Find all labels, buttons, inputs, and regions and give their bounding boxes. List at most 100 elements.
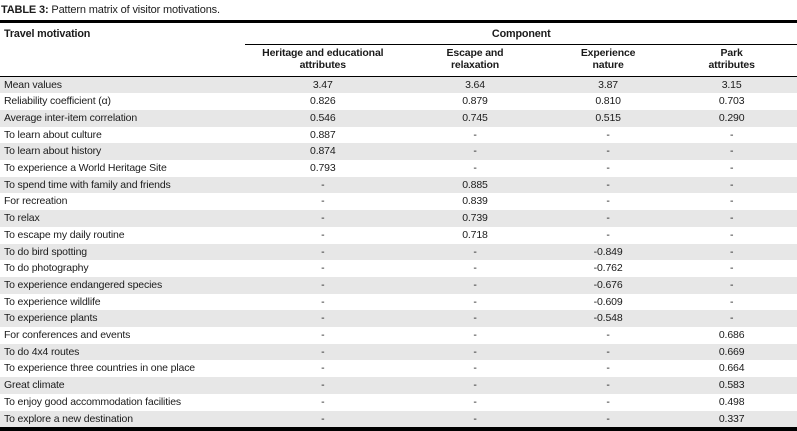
cell-value: 0.745 — [462, 111, 488, 124]
cell-value: 0.885 — [462, 178, 488, 191]
cell-value: - — [729, 262, 734, 275]
table-row: To experience plants - - -0.548 - — [0, 310, 797, 328]
column-header-park-attributes: Park attributes — [666, 44, 797, 77]
table-caption: TABLE 3: Pattern matrix of visitor motiv… — [0, 2, 797, 20]
table-row: To relax - 0.739 - - — [0, 210, 797, 227]
cell-value: 0.515 — [595, 111, 621, 124]
cell-value: - — [606, 162, 610, 175]
row-label: To do photography — [4, 262, 89, 275]
cell-value: - — [321, 245, 325, 258]
cell-value: - — [473, 312, 477, 325]
row-label: To experience three countries in one pla… — [4, 362, 195, 375]
cell-value: - — [321, 262, 325, 275]
cell-value: - — [606, 128, 610, 141]
row-label: To experience plants — [4, 312, 98, 325]
cell-value: - — [729, 312, 734, 325]
cell-value: - — [606, 195, 610, 208]
cell-value: - — [321, 228, 325, 241]
table-row: To enjoy good accommodation facilities - -… — [0, 394, 797, 411]
row-label: Mean values — [4, 78, 62, 91]
row-label: To relax — [4, 212, 40, 225]
cell-value: - — [321, 345, 325, 358]
cell-value: - — [321, 379, 325, 392]
table-row: Average inter-item correlation 0.546 0.745… — [0, 109, 797, 127]
cell-value: - — [473, 262, 477, 275]
cell-value: - — [321, 329, 325, 342]
cell-value: - — [473, 128, 477, 141]
table-row: To learn about history 0.874 - - - — [0, 143, 797, 161]
cell-value: - — [473, 245, 477, 258]
table-row: To escape my daily routine - 0.718 - - — [0, 227, 797, 244]
cell-value: - — [321, 178, 325, 191]
cell-value: 0.546 — [310, 111, 336, 124]
cell-value: 3.47 — [312, 78, 333, 91]
row-label: To learn about history — [4, 145, 102, 158]
cell-value: 0.718 — [462, 228, 488, 241]
cell-value: - — [321, 212, 325, 225]
cell-value: - — [606, 228, 610, 241]
row-label: Great climate — [4, 379, 65, 392]
column-header-escape-relaxation: Escape and relaxation — [400, 44, 550, 77]
cell-value: - — [729, 145, 734, 158]
cell-value: - — [321, 412, 325, 425]
cell-value: - — [729, 228, 734, 241]
cell-value: 0.839 — [462, 195, 488, 208]
table-caption-number: TABLE 3: — [1, 4, 49, 16]
cell-value: -0.762 — [593, 262, 623, 275]
cell-value: 0.498 — [718, 395, 745, 408]
cell-value: - — [606, 329, 610, 342]
table-row: To do bird spotting - - -0.849 - — [0, 243, 797, 261]
cell-value: - — [606, 395, 610, 408]
row-label: To do bird spotting — [4, 245, 87, 258]
cell-value: - — [729, 178, 734, 191]
cell-value: -0.676 — [593, 278, 623, 291]
cell-value: - — [729, 128, 734, 141]
cell-value: 0.874 — [310, 145, 336, 158]
cell-value: - — [473, 278, 477, 291]
pattern-matrix-table: Travel motivation Component Heritage and… — [0, 20, 797, 431]
cell-value: 0.739 — [462, 212, 488, 225]
cell-value: - — [473, 345, 477, 358]
cell-value: 0.826 — [310, 95, 336, 108]
table-body: Mean values 3.47 3.64 3.87 3.15 Reliability c… — [0, 76, 797, 430]
table-row: To learn about culture 0.887 - - - — [0, 127, 797, 144]
cell-value: - — [729, 162, 734, 175]
cell-value: 3.64 — [465, 78, 485, 91]
table-row: Reliability coefficient (α) 0.826 0.879 0.8… — [0, 93, 797, 110]
cell-value: - — [321, 362, 325, 375]
cell-value: - — [606, 412, 610, 425]
cell-value: 0.583 — [718, 379, 745, 392]
table-caption-text: Pattern matrix of visitor motivations. — [51, 4, 220, 16]
cell-value: 3.15 — [721, 78, 742, 91]
row-label: To explore a new destination — [4, 412, 133, 425]
row-label: To experience a World Heritage Site — [4, 162, 167, 175]
row-label: To experience endangered species — [4, 278, 163, 291]
row-label: To do 4x4 routes — [4, 345, 80, 358]
row-label: To spend time with family and friends — [4, 178, 171, 191]
row-label: To enjoy good accommodation facilities — [4, 395, 181, 408]
table-header: Travel motivation Component Heritage and… — [0, 21, 797, 77]
cell-value: - — [606, 379, 610, 392]
cell-value: - — [606, 212, 610, 225]
cell-value: 0.337 — [718, 412, 745, 425]
cell-value: - — [473, 362, 477, 375]
cell-value: 3.87 — [598, 78, 618, 91]
table-row: Mean values 3.47 3.64 3.87 3.15 — [0, 76, 797, 94]
cell-value: - — [473, 329, 477, 342]
row-label: Reliability coefficient (α) — [4, 95, 111, 108]
cell-value: - — [729, 195, 734, 208]
cell-value: - — [606, 362, 610, 375]
cell-value: -0.849 — [593, 245, 623, 258]
cell-value: - — [321, 195, 325, 208]
table-row: To do 4x4 routes - - - 0.669 — [0, 343, 797, 361]
cell-value: 0.290 — [718, 111, 745, 124]
cell-value: 0.703 — [718, 95, 745, 108]
column-header-heritage-educational: Heritage and educational attributes — [245, 44, 401, 77]
cell-value: - — [606, 145, 610, 158]
cell-value: - — [473, 145, 477, 158]
row-label: For recreation — [4, 195, 68, 208]
cell-value: 0.810 — [595, 95, 621, 108]
cell-value: 0.793 — [310, 162, 336, 175]
cell-value: 0.879 — [462, 95, 488, 108]
